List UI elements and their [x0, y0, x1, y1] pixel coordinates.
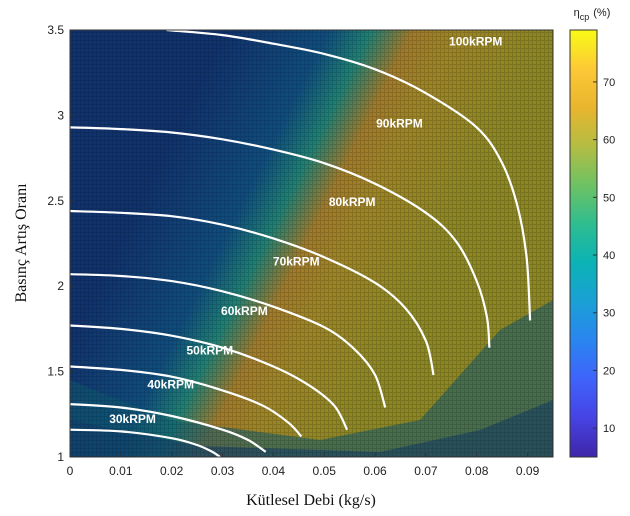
speed-line-label-30krpm: 30kRPM — [109, 412, 156, 426]
colorbar-tick-label: 50 — [603, 192, 615, 204]
y-axis-label: Basınç Artış Oranı — [13, 183, 30, 303]
y-tick-label: 3.5 — [47, 23, 64, 37]
y-tick-label: 2.5 — [47, 194, 64, 208]
x-tick-label: 0.04 — [262, 464, 286, 478]
x-tick-label: 0.05 — [313, 464, 337, 478]
y-tick-label: 2 — [57, 279, 64, 293]
colorbar-fill — [570, 30, 597, 457]
x-tick-label: 0.06 — [363, 464, 387, 478]
colorbar-tick-label: 30 — [603, 308, 615, 320]
y-tick-label: 1 — [57, 450, 64, 464]
colorbar-tick-label: 70 — [603, 77, 615, 89]
speed-line-label-50krpm: 50kRPM — [186, 344, 233, 358]
x-axis-label: Kütlesel Debi (kg/s) — [246, 492, 376, 509]
colorbar-title: ηcp (%) — [574, 7, 611, 22]
colorbar: 10 20 30 40 50 60 70 ηcp (%) — [570, 7, 615, 457]
colorbar-tick-label: 60 — [603, 135, 615, 147]
x-tick-label: 0.03 — [211, 464, 235, 478]
colorbar-tick-label: 40 — [603, 250, 615, 262]
x-tick-label: 0.09 — [516, 464, 540, 478]
colorbar-tick-label: 20 — [603, 365, 615, 377]
speed-line-label-100krpm: 100kRPM — [449, 34, 502, 48]
colorbar-title-unit: (%) — [593, 7, 610, 19]
colorbar-tick-label: 10 — [603, 423, 615, 435]
speed-line-label-60krpm: 60kRPM — [221, 304, 268, 318]
x-tick-label: 0.07 — [414, 464, 438, 478]
colorbar-title-subscript: cp — [580, 12, 590, 22]
y-tick-label: 3 — [57, 108, 64, 122]
x-tick-label: 0.01 — [109, 464, 133, 478]
speed-line-label-80krpm: 80kRPM — [329, 195, 376, 209]
x-tick-label: 0.02 — [160, 464, 184, 478]
x-tick-label: 0.08 — [465, 464, 489, 478]
pixel-texture — [70, 30, 553, 457]
x-tick-label: 0 — [67, 464, 74, 478]
speed-line-label-40krpm: 40kRPM — [147, 378, 194, 392]
speed-line-label-70krpm: 70kRPM — [273, 255, 320, 269]
y-tick-label: 1.5 — [47, 365, 64, 379]
speed-line-label-90krpm: 90kRPM — [376, 116, 423, 130]
plot-area: 30kRPM 40kRPM 50kRPM 60kRPM 70kRPM 80kRPM 90kR… — [70, 30, 553, 457]
